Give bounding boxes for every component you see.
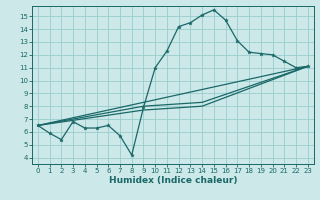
X-axis label: Humidex (Indice chaleur): Humidex (Indice chaleur) <box>108 176 237 185</box>
